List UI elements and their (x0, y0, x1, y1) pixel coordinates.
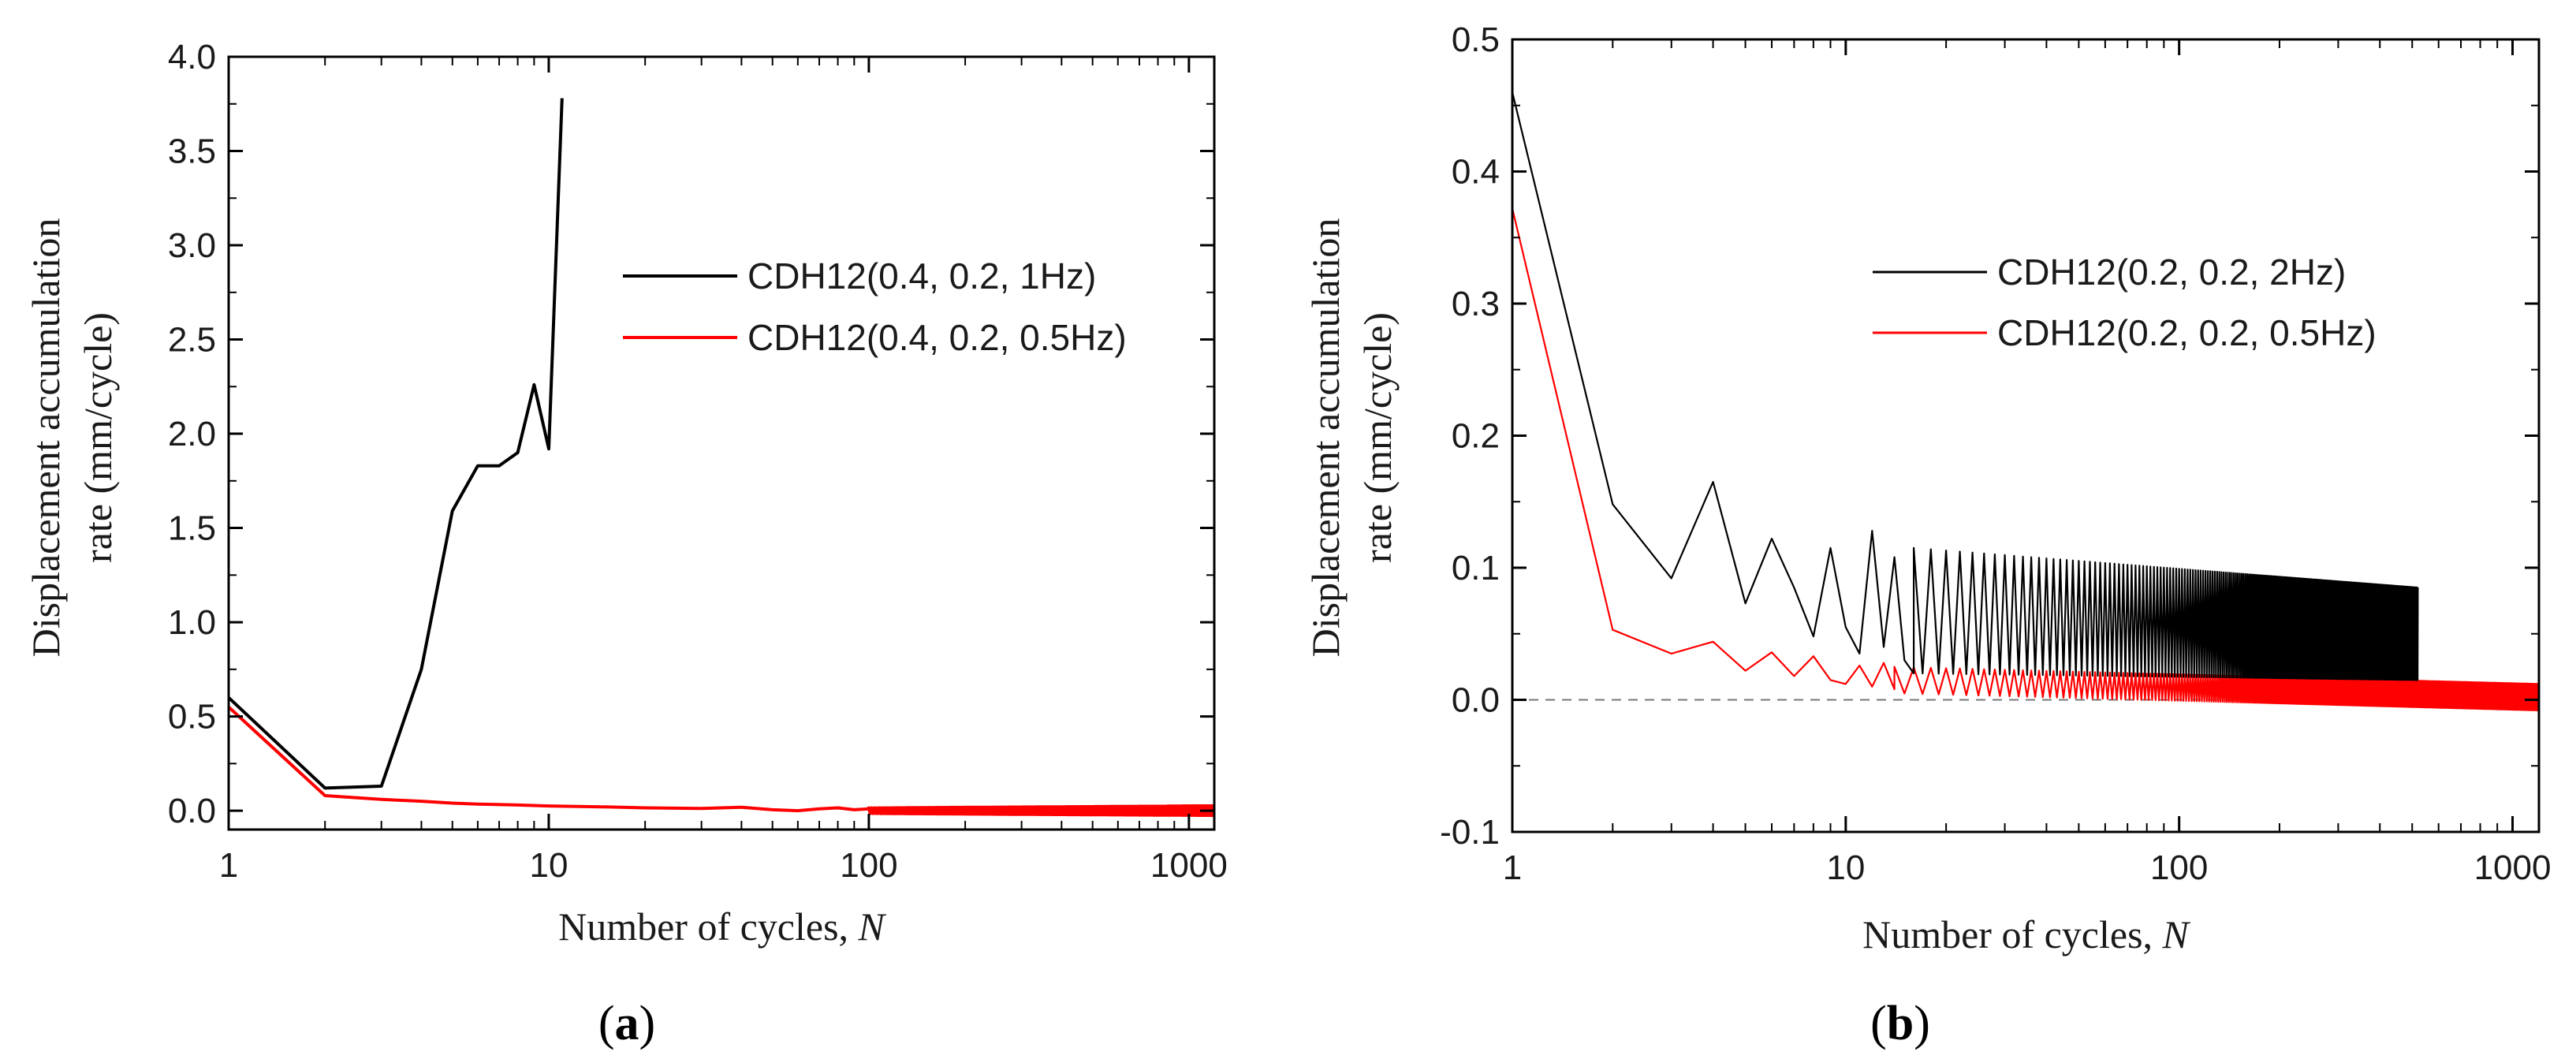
y-tick-label: 0.3 (1452, 285, 1500, 323)
x-tick-label: 100 (2150, 848, 2208, 887)
y-tick-label: 1.5 (168, 509, 216, 548)
legend-label-0: CDH12(0.2, 0.2, 2Hz) (1997, 252, 2346, 293)
legend: CDH12(0.2, 0.2, 2Hz) CDH12(0.2, 0.2, 0.5… (1873, 252, 2377, 353)
y-tick-label: 4.0 (168, 38, 216, 76)
y-tick-label: 2.0 (168, 415, 216, 453)
x-axis-label-text: Number of cycles, (558, 904, 848, 949)
y-axis-label-line1: Displacement accumulation (24, 218, 68, 658)
legend-label-0: CDH12(0.4, 0.2, 1Hz) (747, 255, 1096, 296)
x-axis-label: Number of cycles, N (558, 904, 886, 949)
y-tick-label: 0.4 (1452, 153, 1500, 192)
y-axis-label-line1: Displacement accumulation (1303, 218, 1348, 658)
panel-label-a: (a) (598, 997, 655, 1050)
x-tick-label: 10 (1826, 848, 1865, 887)
series-layer (1512, 91, 2539, 712)
x-tick-label: 1 (219, 846, 238, 885)
series-line-1 (229, 706, 1214, 818)
plot-area (1512, 91, 2539, 712)
legend: CDH12(0.4, 0.2, 1Hz) CDH12(0.4, 0.2, 0.5… (623, 255, 1127, 358)
y-axis-label: Displacement accumulation rate (mm/cycle… (1303, 218, 1400, 658)
y-tick-label: 3.5 (168, 132, 216, 171)
panel-letter-a: a (615, 997, 639, 1050)
x-tick-label: 1 (1503, 848, 1522, 887)
y-tick-label: 2.5 (168, 321, 216, 360)
axis-ticks: -0.1 0.0 0.1 0.2 0.3 0.4 0.5 1 10 100 1000 (1440, 21, 2551, 887)
plot-frame (1511, 38, 2541, 833)
panel-label-b: (b) (1870, 997, 1930, 1050)
y-tick-label: 0.1 (1452, 549, 1500, 587)
plot-area (229, 98, 1214, 818)
x-axis-label-variable: N (2162, 912, 2191, 956)
y-tick-label: 0.0 (1452, 681, 1500, 720)
chart-panel-b: Displacement accumulation rate (mm/cycle… (1303, 21, 2551, 1050)
x-tick-label: 1000 (1150, 846, 1228, 885)
y-tick-label: -0.1 (1440, 813, 1500, 852)
plot-frame (227, 55, 1216, 831)
chart-panel-a: Displacement accumulation rate (mm/cycle… (24, 38, 1228, 1050)
legend-label-1: CDH12(0.4, 0.2, 0.5Hz) (747, 317, 1127, 358)
y-axis-label-line2: rate (mm/cycle) (76, 312, 120, 563)
x-axis-label-variable: N (858, 904, 887, 949)
y-tick-label: 0.2 (1452, 417, 1500, 456)
y-tick-label: 1.0 (168, 603, 216, 642)
y-axis-label: Displacement accumulation rate (mm/cycle… (24, 218, 120, 658)
y-tick-label: 0.5 (1452, 21, 1500, 59)
x-tick-label: 10 (529, 846, 568, 885)
x-tick-label: 100 (840, 846, 897, 885)
series-line-0 (229, 98, 564, 790)
axis-ticks: 0.0 0.5 1.0 1.5 2.0 2.5 3.0 3.5 4.0 1 10 100 1000 (168, 38, 1228, 885)
series-layer (229, 98, 1214, 818)
y-tick-label: 0.5 (168, 698, 216, 736)
x-axis-label: Number of cycles, N (1862, 912, 2190, 956)
panel-letter-b: b (1887, 997, 1914, 1050)
x-axis-label-text: Number of cycles, (1862, 912, 2153, 956)
legend-label-1: CDH12(0.2, 0.2, 0.5Hz) (1997, 312, 2377, 353)
y-tick-label: 0.0 (168, 792, 216, 830)
x-tick-label: 1000 (2474, 848, 2552, 887)
series-line-0 (1512, 91, 2419, 681)
y-axis-label-line2: rate (mm/cycle) (1355, 312, 1400, 563)
y-tick-label: 3.0 (168, 226, 216, 265)
